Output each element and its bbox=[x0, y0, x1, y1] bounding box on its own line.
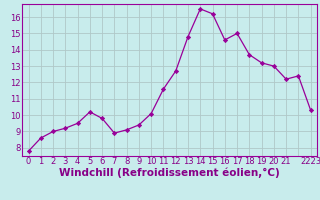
X-axis label: Windchill (Refroidissement éolien,°C): Windchill (Refroidissement éolien,°C) bbox=[59, 168, 280, 178]
